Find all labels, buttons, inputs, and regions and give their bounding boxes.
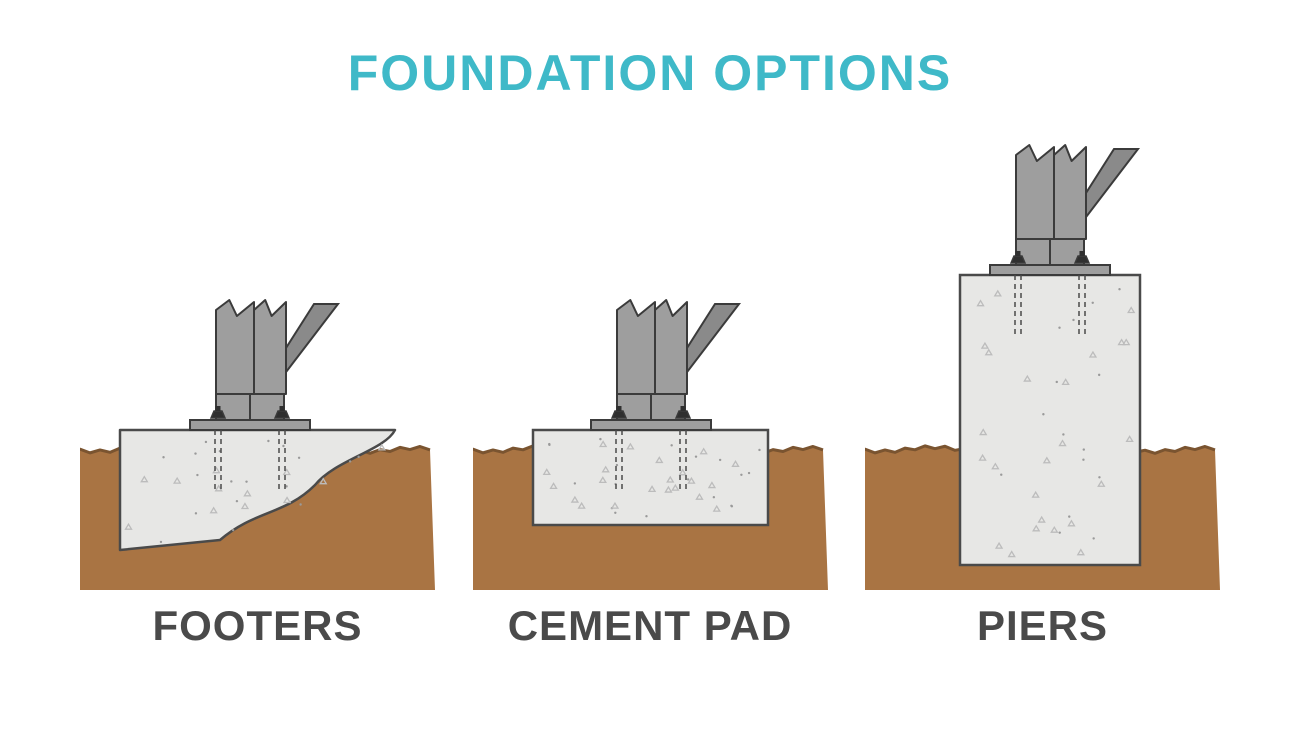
caption-piers: PIERS — [865, 602, 1220, 650]
caption-cement-pad: CEMENT PAD — [473, 602, 828, 650]
diagram-piers — [865, 120, 1220, 590]
diagram-footers — [80, 120, 435, 590]
captions-row: FOOTERS CEMENT PAD PIERS — [0, 602, 1300, 650]
diagram-cement-pad — [473, 120, 828, 590]
page-title: FOUNDATION OPTIONS — [0, 44, 1300, 102]
panel-piers — [865, 120, 1220, 590]
panel-footers — [80, 120, 435, 590]
caption-footers: FOOTERS — [80, 602, 435, 650]
panel-cement-pad — [473, 120, 828, 590]
panels-row — [0, 120, 1300, 590]
